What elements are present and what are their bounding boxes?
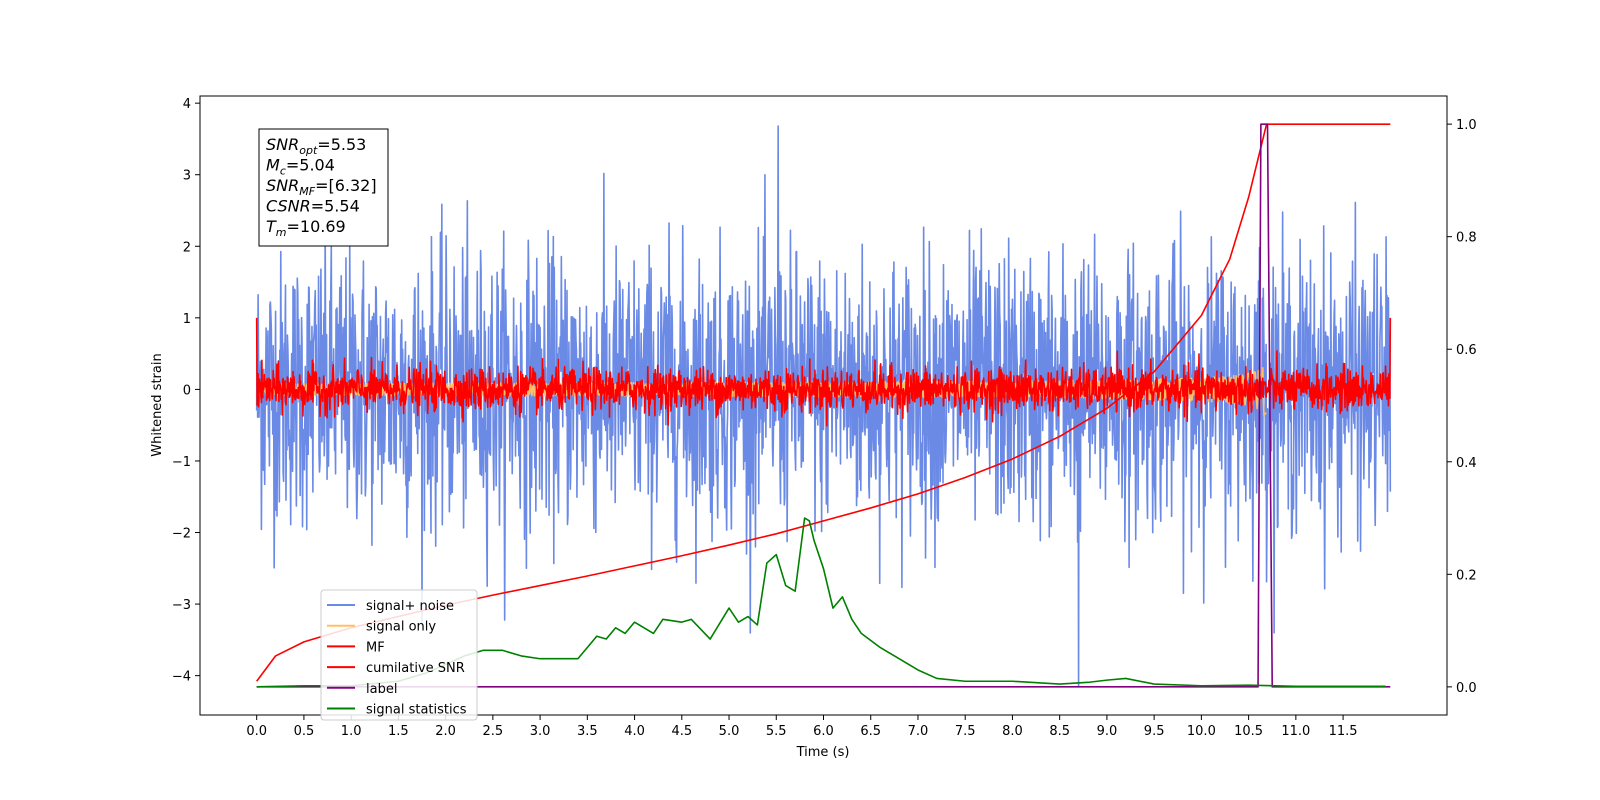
x-tick-label: 5.5 bbox=[766, 724, 787, 739]
legend-label-mf: MF bbox=[366, 640, 385, 655]
stats-line: Tm=10.69 bbox=[266, 217, 346, 239]
legend-label-cumilative-snr: cumilative SNR bbox=[366, 661, 465, 676]
legend-label-signal-noise: signal+ noise bbox=[366, 599, 454, 614]
x-tick-label: 7.0 bbox=[908, 724, 929, 739]
y2-tick-label: 1.0 bbox=[1456, 118, 1477, 133]
y2-tick-label: 0.0 bbox=[1456, 681, 1477, 696]
stats-line: SNRopt=5.53 bbox=[266, 135, 366, 157]
x-tick-label: 10.0 bbox=[1187, 724, 1216, 739]
x-tick-label: 11.0 bbox=[1281, 724, 1310, 739]
x-tick-label: 2.0 bbox=[435, 724, 456, 739]
x-tick-label: 3.0 bbox=[530, 724, 551, 739]
legend-label-signal-only: signal only bbox=[366, 620, 436, 635]
legend-label-signal-statistics: signal statistics bbox=[366, 703, 467, 718]
y-tick-label: 4 bbox=[183, 97, 191, 112]
legend-frame bbox=[320, 589, 478, 721]
x-tick-label: 1.0 bbox=[341, 724, 362, 739]
y-tick-label: 3 bbox=[183, 169, 191, 184]
x-tick-label: 6.0 bbox=[813, 724, 834, 739]
y2-tick-label: 0.2 bbox=[1456, 568, 1477, 583]
y2-tick-label: 0.6 bbox=[1456, 343, 1477, 358]
x-tick-label: 10.5 bbox=[1234, 724, 1263, 739]
legend: signal+ noise signal only MF cumilative SNR… bbox=[320, 589, 478, 721]
x-tick-label: 9.5 bbox=[1144, 724, 1165, 739]
y2-tick-label: 0.4 bbox=[1456, 456, 1477, 471]
y-tick-label: 1 bbox=[183, 312, 191, 327]
x-tick-label: 9.0 bbox=[1097, 724, 1118, 739]
y-axis-title: Whitened strain bbox=[150, 353, 165, 456]
y-tick-label: 0 bbox=[183, 383, 191, 398]
x-tick-label: 8.5 bbox=[1049, 724, 1070, 739]
y-axis-left: 4 3 2 1 0 −1 −2 −3 −4 bbox=[172, 97, 200, 685]
stats-box-frame bbox=[258, 128, 389, 247]
x-axis-title: Time (s) bbox=[796, 745, 850, 760]
y-tick-label: −2 bbox=[172, 527, 191, 542]
x-tick-label: 0.0 bbox=[246, 724, 267, 739]
x-tick-label: 1.5 bbox=[388, 724, 409, 739]
x-tick-label: 5.0 bbox=[719, 724, 740, 739]
y-tick-label: 2 bbox=[183, 240, 191, 255]
y-tick-label: −1 bbox=[172, 455, 191, 470]
stats-line: CSNR=5.54 bbox=[266, 197, 360, 216]
stats-box: SNRopt=5.53Mc=5.04SNRMF=[6.32]CSNR=5.54T… bbox=[258, 128, 389, 247]
x-tick-label: 8.0 bbox=[1002, 724, 1023, 739]
x-tick-label: 11.5 bbox=[1329, 724, 1358, 739]
x-tick-label: 4.0 bbox=[624, 724, 645, 739]
y-tick-label: −4 bbox=[172, 670, 191, 685]
x-tick-label: 0.5 bbox=[294, 724, 315, 739]
stats-line: Mc=5.04 bbox=[266, 156, 335, 178]
y2-tick-label: 0.8 bbox=[1456, 231, 1477, 246]
y-tick-label: −3 bbox=[172, 598, 191, 613]
series-signal-statistics bbox=[256, 517, 1386, 688]
x-tick-label: 3.5 bbox=[577, 724, 598, 739]
x-tick-label: 4.5 bbox=[671, 724, 692, 739]
legend-label-label: label bbox=[366, 682, 397, 697]
series-mf bbox=[255, 317, 1392, 427]
x-tick-label: 6.5 bbox=[860, 724, 881, 739]
stats-line: SNRMF=[6.32] bbox=[266, 176, 377, 198]
x-tick-label: 7.5 bbox=[955, 724, 976, 739]
x-axis: 0.0 0.5 1.0 1.5 2.0 2.5 3.0 3.5 4.0 4.5 5.0 5.5 6.0 6… bbox=[246, 715, 1358, 739]
x-tick-label: 2.5 bbox=[483, 724, 504, 739]
y-axis-right: 1.0 0.8 0.6 0.4 0.2 0.0 bbox=[1447, 118, 1477, 696]
